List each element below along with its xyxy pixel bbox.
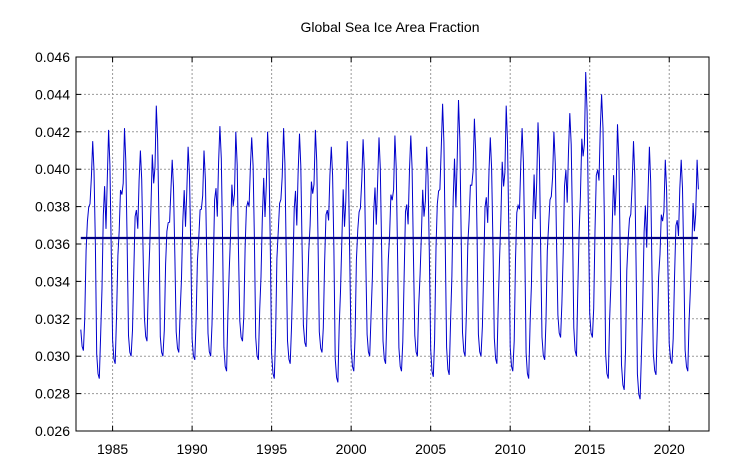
y-tick-label: 0.038 — [35, 199, 70, 215]
x-tick-label: 2005 — [415, 441, 446, 457]
chart-title: Global Sea Ice Area Fraction — [301, 19, 480, 35]
y-tick-label: 0.044 — [35, 86, 70, 102]
x-tick-label: 2015 — [574, 441, 605, 457]
y-axis-labels: 0.026 0.028 0.030 0.032 0.034 0.036 0.038 0.040… — [35, 49, 70, 439]
series-line-sea-ice-fraction — [80, 71, 699, 400]
y-tick-label: 0.034 — [35, 273, 70, 289]
x-tick-label: 1990 — [177, 441, 208, 457]
x-axis-labels: 1985 1990 1995 2000 2005 2010 2015 2020 — [97, 441, 685, 457]
y-tick-label: 0.042 — [35, 124, 70, 140]
y-tick-label: 0.030 — [35, 348, 70, 364]
y-tick-label: 0.028 — [35, 386, 70, 402]
axis-ticks — [76, 56, 709, 432]
y-tick-label: 0.036 — [35, 236, 70, 252]
y-tick-label: 0.032 — [35, 311, 70, 327]
y-tick-label: 0.026 — [35, 423, 70, 439]
y-tick-label: 0.040 — [35, 161, 70, 177]
x-tick-label: 1985 — [97, 441, 128, 457]
x-tick-label: 2020 — [654, 441, 685, 457]
y-tick-label: 0.046 — [35, 49, 70, 65]
x-tick-label: 2000 — [336, 441, 367, 457]
x-tick-label: 2010 — [495, 441, 526, 457]
plot-area — [80, 71, 699, 400]
x-tick-label: 1995 — [256, 441, 287, 457]
grid — [76, 57, 709, 431]
